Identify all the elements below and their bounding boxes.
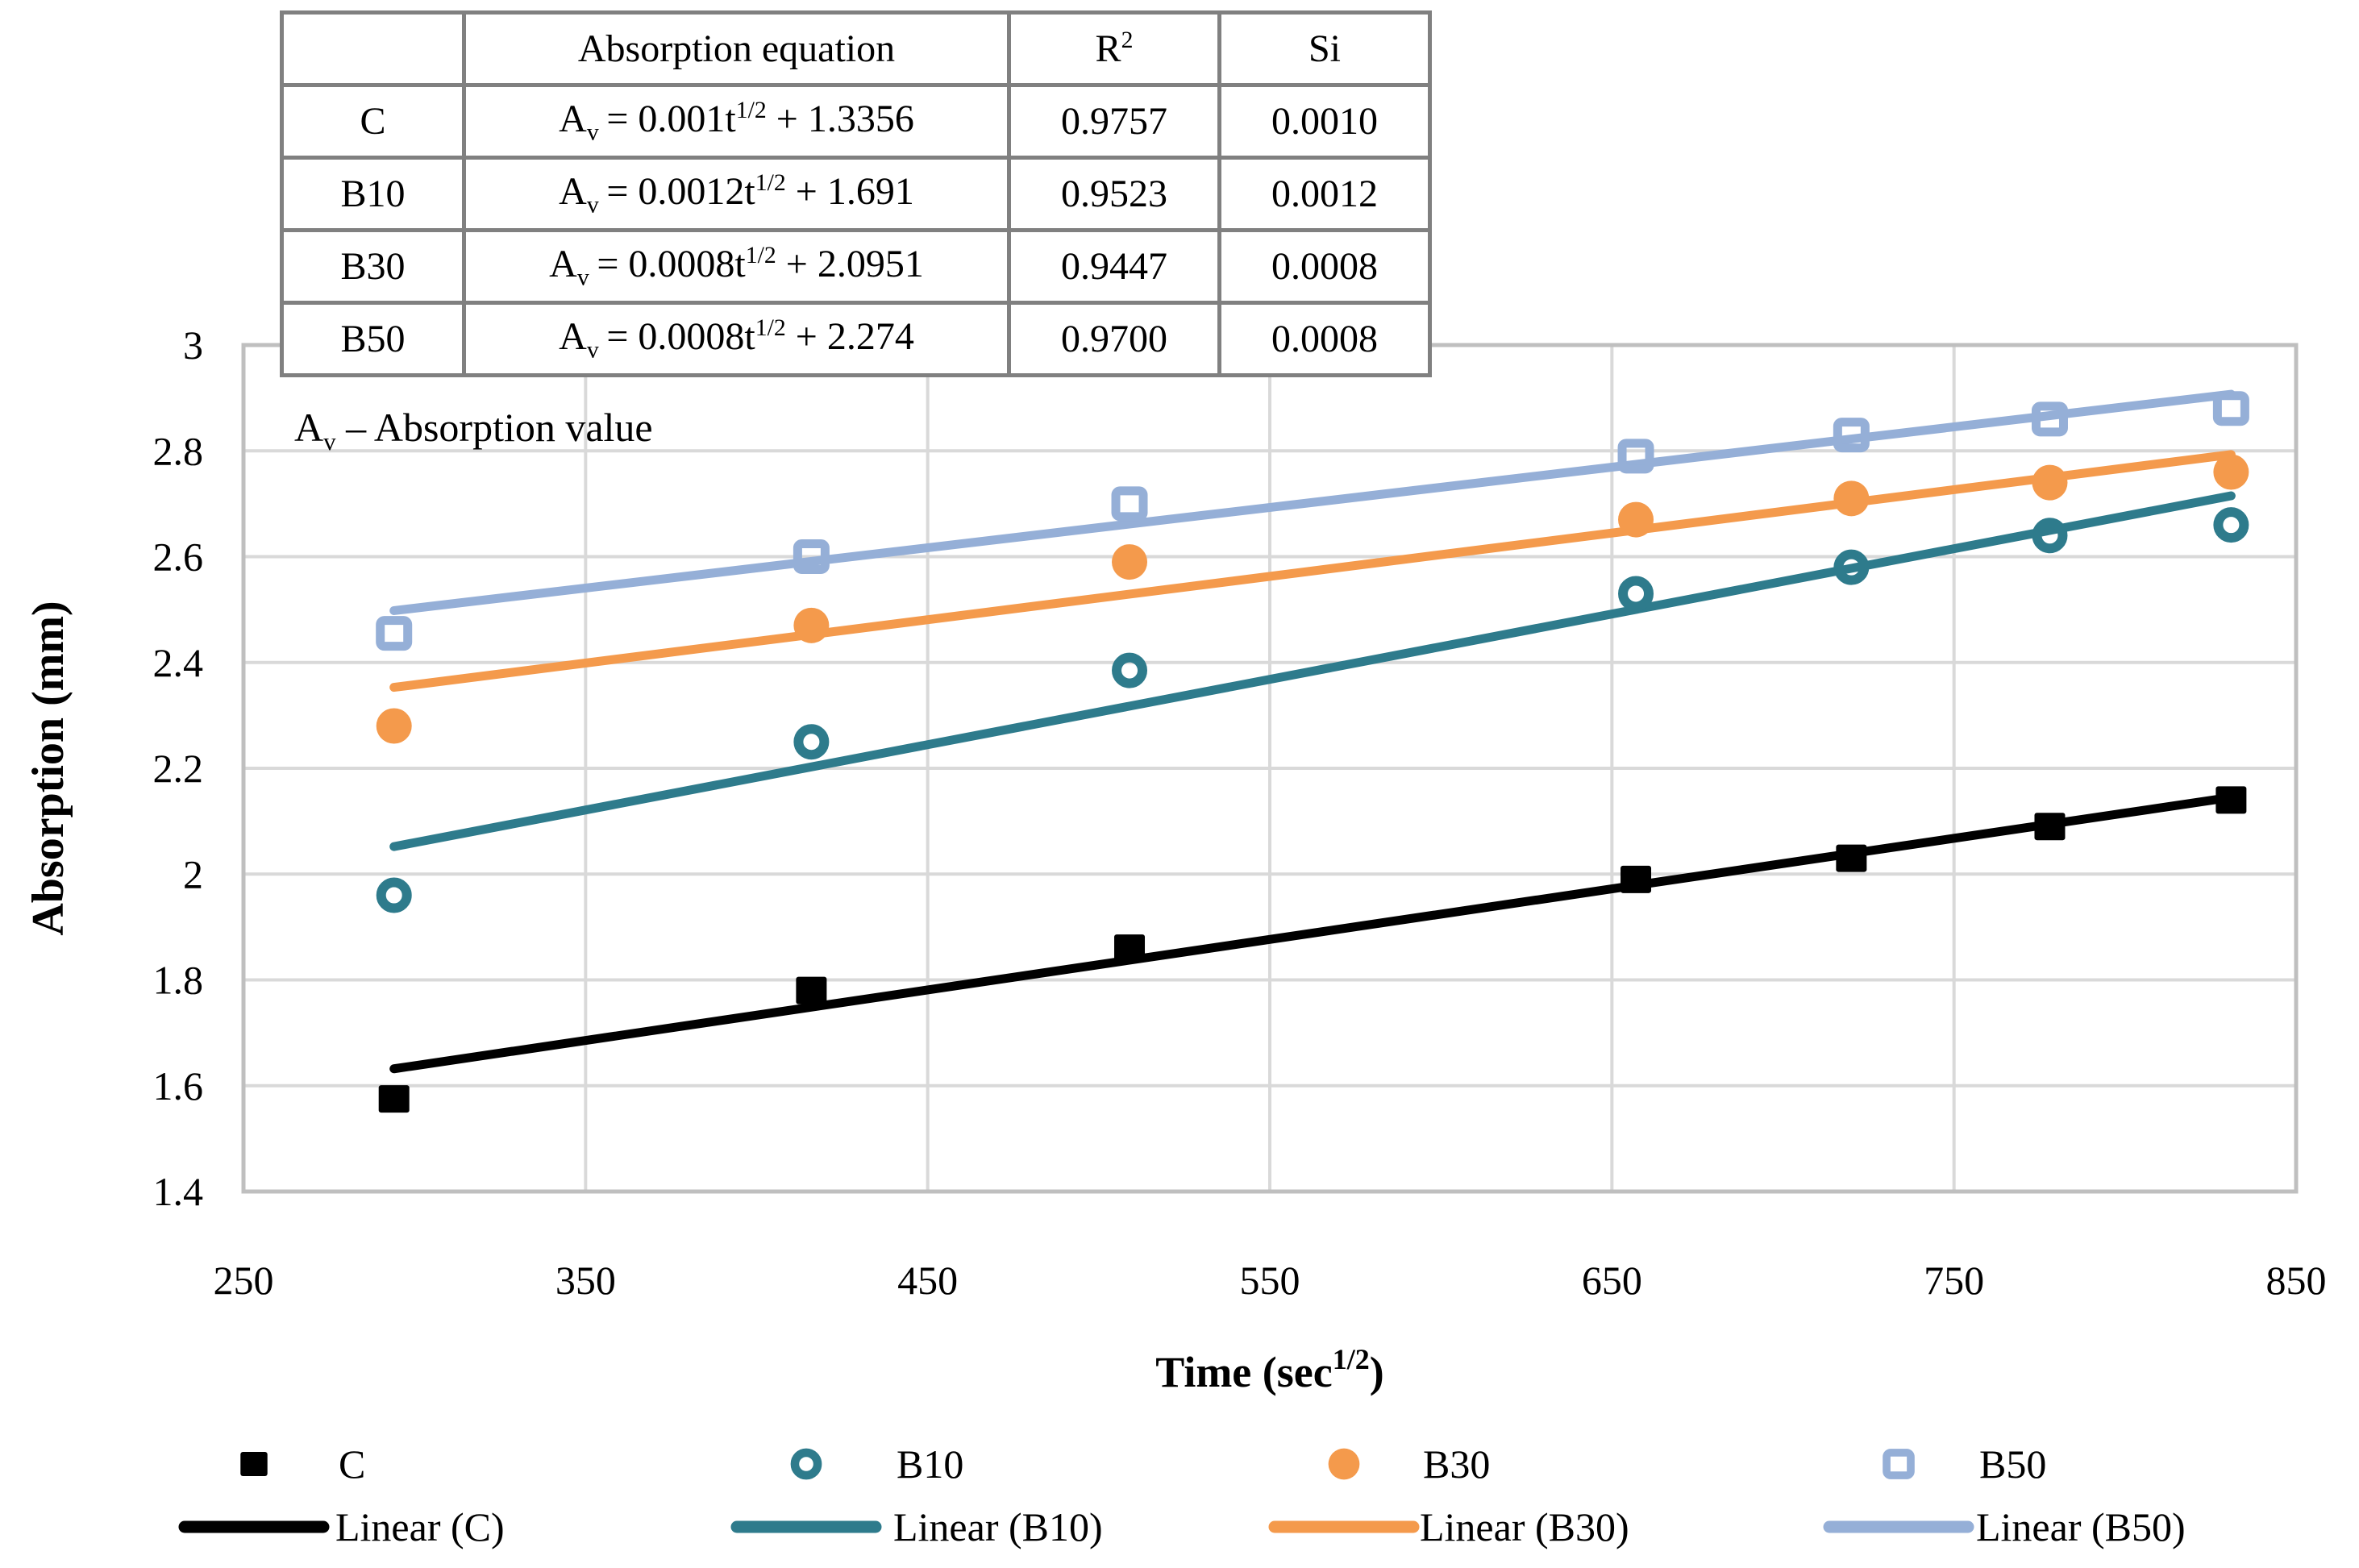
data-point-B50 — [2212, 391, 2249, 426]
equation-cell: Av = 0.0008t1/2 + 2.0951 — [462, 228, 1011, 305]
legend-label-B50: B50 — [1979, 1441, 2046, 1487]
r-squared-cell: 0.9700 — [1007, 301, 1221, 377]
y-tick-label: 1.8 — [153, 958, 204, 1003]
series-label-cell: B30 — [280, 228, 466, 305]
data-point-B50 — [1617, 439, 1654, 474]
data-point-B30 — [1618, 501, 1654, 538]
data-point-C — [1114, 934, 1146, 963]
si-cell: 0.0008 — [1217, 301, 1432, 377]
data-point-C — [1621, 865, 1652, 893]
data-point-B10 — [793, 724, 830, 760]
table-row-B50: B50 Av = 0.0008t1/2 + 2.274 0.9700 0.0008 — [280, 301, 1432, 377]
data-point-B30 — [2213, 454, 2249, 490]
series-label-cell: B10 — [280, 156, 466, 232]
header-absorption-equation: Absorption equation — [462, 10, 1011, 87]
y-tick-label: 2.8 — [153, 428, 204, 473]
y-tick-label: 1.4 — [153, 1169, 204, 1214]
y-tick-label: 2.4 — [153, 640, 204, 685]
legend-label-B10: B10 — [897, 1441, 963, 1487]
legend-label-linear-B50: Linear (B50) — [1976, 1504, 2186, 1549]
y-tick-label: 2.2 — [153, 746, 204, 791]
data-point-C — [2215, 786, 2247, 814]
legend-marker-B10 — [790, 1448, 822, 1480]
y-tick-label: 2 — [183, 851, 203, 896]
legend-label-C: C — [339, 1441, 365, 1487]
series-label-cell: C — [280, 83, 466, 160]
data-point-B50 — [1111, 486, 1148, 522]
data-point-B10 — [376, 877, 412, 913]
data-point-B10 — [2032, 518, 2068, 554]
data-point-B10 — [1618, 576, 1654, 612]
data-point-C — [1836, 844, 1867, 872]
data-point-C — [2034, 813, 2066, 841]
trendline-B50 — [389, 389, 2236, 615]
data-point-B30 — [376, 708, 412, 744]
data-point-B10 — [1833, 549, 1870, 585]
data-point-B30 — [1112, 544, 1148, 580]
si-cell: 0.0012 — [1217, 156, 1432, 232]
legend-marker-B50 — [1883, 1449, 1915, 1479]
y-axis-title: Absorption (mm) — [23, 601, 73, 935]
data-point-B50 — [2031, 401, 2068, 437]
x-tick-label: 850 — [2266, 1258, 2327, 1303]
x-tick-label: 750 — [1924, 1258, 1984, 1303]
trendline-B10 — [389, 491, 2236, 851]
r-squared-cell: 0.9757 — [1007, 83, 1221, 160]
r-squared-cell: 0.9447 — [1007, 228, 1221, 305]
data-point-B30 — [793, 607, 830, 643]
legend-label-linear-B30: Linear (B30) — [1420, 1504, 1629, 1549]
data-point-B50 — [1833, 418, 1870, 453]
data-point-C — [378, 1085, 410, 1113]
legend-label-linear-B10: Linear (B10) — [893, 1504, 1103, 1549]
data-point-C — [796, 976, 827, 1004]
table-header-row: Absorption equation R2 Si — [280, 10, 1432, 87]
legend-marker-B30 — [1328, 1448, 1360, 1480]
x-tick-label: 450 — [897, 1258, 958, 1303]
table-row-C: C Av = 0.001t1/2 + 1.3356 0.9757 0.0010 — [280, 83, 1432, 160]
equation-cell: Av = 0.001t1/2 + 1.3356 — [462, 83, 1011, 160]
header-si: Si — [1217, 10, 1432, 87]
legend-label-linear-C: Linear (C) — [335, 1504, 505, 1549]
x-tick-label: 550 — [1240, 1258, 1300, 1303]
x-tick-label: 250 — [214, 1258, 274, 1303]
equation-cell: Av = 0.0012t1/2 + 1.691 — [462, 156, 1011, 232]
equation-cell: Av = 0.0008t1/2 + 2.274 — [462, 301, 1011, 377]
table-row-B30: B30 Av = 0.0008t1/2 + 2.0951 0.9447 0.0008 — [280, 228, 1432, 305]
data-point-B50 — [376, 616, 413, 651]
x-tick-label: 650 — [1582, 1258, 1642, 1303]
legend-marker-C — [240, 1452, 268, 1476]
data-point-B10 — [2213, 507, 2249, 543]
data-point-B10 — [1112, 652, 1148, 688]
si-cell: 0.0010 — [1217, 83, 1432, 160]
data-point-B30 — [1833, 480, 1870, 517]
header-r-squared: R2 — [1007, 10, 1221, 87]
x-tick-label: 350 — [555, 1258, 616, 1303]
x-axis-title: Time (sec1/2) — [1155, 1343, 1383, 1396]
y-tick-label: 1.6 — [153, 1063, 204, 1108]
si-cell: 0.0008 — [1217, 228, 1432, 305]
r-squared-cell: 0.9523 — [1007, 156, 1221, 232]
series-label-cell: B50 — [280, 301, 466, 377]
trendline-B30 — [389, 450, 2236, 692]
legend-label-B30: B30 — [1423, 1441, 1490, 1487]
absorption-equation-table: Absorption equation R2 Si C Av = 0.001t1/… — [280, 10, 1432, 377]
y-tick-label: 2.6 — [153, 534, 204, 580]
y-tick-label: 3 — [183, 322, 203, 368]
data-point-B50 — [793, 539, 830, 574]
table-row-B10: B10 Av = 0.0012t1/2 + 1.691 0.9523 0.0012 — [280, 156, 1432, 232]
trendline-C — [389, 792, 2236, 1074]
absorption-value-footnote: Av – Absorption value — [294, 405, 653, 455]
data-point-B30 — [2032, 464, 2068, 501]
header-blank-cell — [280, 10, 466, 87]
